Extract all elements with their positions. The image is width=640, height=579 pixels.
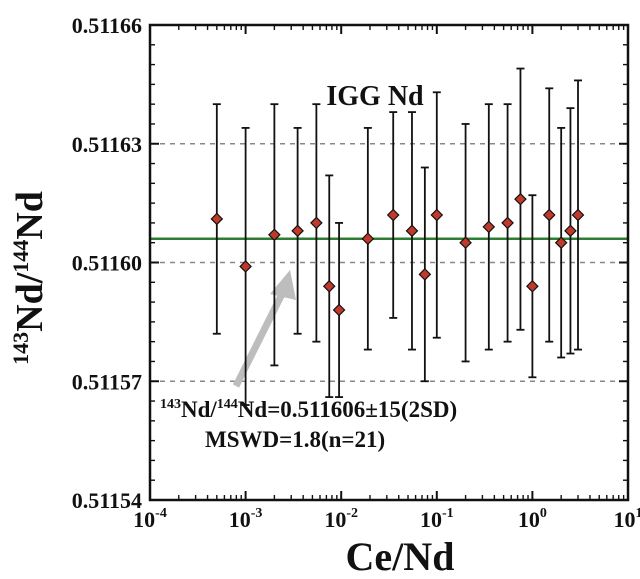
- data-point-marker: [571, 208, 585, 222]
- y-tick-label: 0.51166: [72, 13, 142, 38]
- y-tick-label: 0.51154: [72, 488, 142, 513]
- data-point-marker: [322, 279, 336, 293]
- annotation-part1: Nd/: [181, 397, 217, 422]
- y-axis-title-part2: Nd: [9, 191, 51, 240]
- x-tick-label: 10-3: [229, 506, 263, 532]
- x-axis-title: Ce/Nd: [346, 534, 455, 579]
- annotation-part2: Nd=0.511606: [238, 397, 366, 422]
- chart-title: IGG Nd: [326, 81, 424, 112]
- y-tick-label: 0.51160: [72, 251, 142, 276]
- annotation-sup2: 144: [217, 397, 238, 412]
- data-point-marker: [210, 212, 224, 226]
- data-point-marker: [554, 236, 568, 250]
- x-tick-exponent: -1: [442, 506, 454, 521]
- y-axis-title-sup1: 143: [8, 332, 33, 365]
- y-axis-title-sup2: 144: [8, 240, 33, 273]
- x-tick-exponent: -2: [346, 506, 358, 521]
- data-point-marker: [564, 224, 577, 238]
- y-tick-label: 0.51163: [72, 132, 142, 157]
- data-point-marker: [418, 268, 432, 281]
- x-tick-base: 10: [229, 507, 251, 532]
- x-tick-label: 10-1: [420, 506, 454, 532]
- x-tick-base: 10: [420, 507, 442, 532]
- tick-marks-layer: [149, 24, 629, 501]
- y-tick-label: 0.51157: [72, 369, 142, 394]
- x-tick-labels: 10-4 10-3 10-2 10-1 100 101: [133, 506, 640, 532]
- x-tick-label: 101: [614, 506, 640, 532]
- y-axis-title: 143Nd/144Nd: [8, 191, 51, 365]
- x-tick-base: 10: [133, 507, 155, 532]
- data-point-marker: [310, 216, 323, 230]
- data-point-marker: [239, 260, 252, 273]
- x-tick-label: 10-4: [133, 506, 167, 532]
- x-tick-exponent: 1: [636, 506, 640, 521]
- x-tick-base: 10: [324, 507, 346, 532]
- data-point-marker: [386, 208, 400, 222]
- data-point-marker: [291, 224, 304, 238]
- arrow-head: [270, 270, 296, 300]
- data-point-marker: [268, 228, 281, 242]
- x-tick-base: 10: [518, 507, 540, 532]
- x-tick-label: 100: [518, 506, 547, 532]
- x-tick-exponent: -4: [155, 506, 167, 521]
- annotation-part3: 15(2SD): [378, 397, 457, 422]
- annotation-plusminus: ±: [365, 397, 378, 422]
- arrow-shaft: [232, 288, 288, 388]
- data-point-marker: [526, 279, 539, 293]
- y-tick-labels: 0.51154 0.51157 0.51160 0.51163 0.51166: [72, 13, 142, 513]
- data-point-marker: [514, 192, 527, 206]
- data-point-marker: [361, 232, 375, 246]
- annotation-line2: MSWD=1.8(n=21): [205, 427, 385, 452]
- data-point-marker: [501, 216, 514, 230]
- data-point-marker: [430, 208, 444, 222]
- x-tick-exponent: -3: [251, 506, 263, 521]
- x-tick-base: 10: [614, 507, 636, 532]
- x-tick-label: 10-2: [324, 506, 358, 532]
- y-axis-title-part1: Nd/: [9, 272, 51, 332]
- annotation-arrow: [232, 270, 296, 388]
- data-point-marker: [405, 224, 419, 238]
- annotation-sup1: 143: [160, 397, 181, 412]
- x-tick-exponent: 0: [540, 506, 547, 521]
- annotation-line1: 143Nd/144Nd=0.511606±15(2SD): [160, 397, 457, 422]
- data-point-marker: [482, 220, 496, 234]
- data-point-marker: [542, 208, 556, 222]
- data-points-layer: [210, 67, 585, 406]
- grid-layer: [150, 142, 628, 383]
- data-point-marker: [332, 303, 346, 317]
- data-point-marker: [459, 236, 472, 250]
